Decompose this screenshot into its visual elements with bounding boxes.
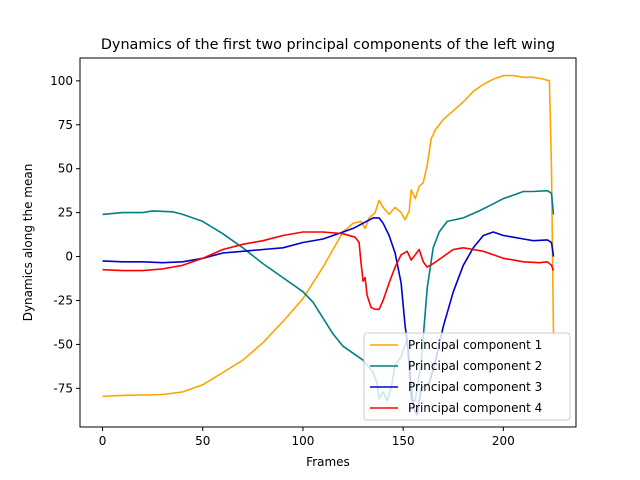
x-tick-label: 50 xyxy=(195,434,210,448)
y-axis: -75 -50 -25 0 25 50 75 100 xyxy=(50,74,80,395)
x-axis: 0 50 100 150 200 xyxy=(99,427,515,448)
series-line-1 xyxy=(102,74,555,398)
y-tick-label: -25 xyxy=(53,293,73,307)
y-tick-label: 0 xyxy=(65,250,73,264)
legend-label: Principal component 3 xyxy=(408,380,542,394)
x-axis-label: Frames xyxy=(306,455,350,469)
legend-box xyxy=(363,332,571,421)
y-tick-label: 100 xyxy=(50,74,73,88)
y-axis-label: Dynamics along the mean xyxy=(21,164,35,322)
series-line-3 xyxy=(102,217,555,416)
chart-title: Dynamics of the first two principal comp… xyxy=(101,37,555,53)
series-line-4 xyxy=(102,231,555,311)
x-tick-label: 200 xyxy=(492,434,515,448)
y-tick-label: 25 xyxy=(58,206,73,220)
legend: Principal component 1 Principal component… xyxy=(363,332,571,421)
y-tick-label: -50 xyxy=(53,337,73,351)
y-tick-label: -75 xyxy=(53,381,73,395)
x-tick-label: 100 xyxy=(291,434,314,448)
legend-label: Principal component 4 xyxy=(408,401,542,415)
legend-label: Principal component 2 xyxy=(408,359,542,373)
axes-frame xyxy=(79,57,577,428)
legend-label: Principal component 1 xyxy=(408,338,542,352)
y-tick-label: 50 xyxy=(58,162,73,176)
x-tick-label: 0 xyxy=(99,434,107,448)
y-tick-label: 75 xyxy=(58,118,73,132)
x-tick-label: 150 xyxy=(392,434,415,448)
